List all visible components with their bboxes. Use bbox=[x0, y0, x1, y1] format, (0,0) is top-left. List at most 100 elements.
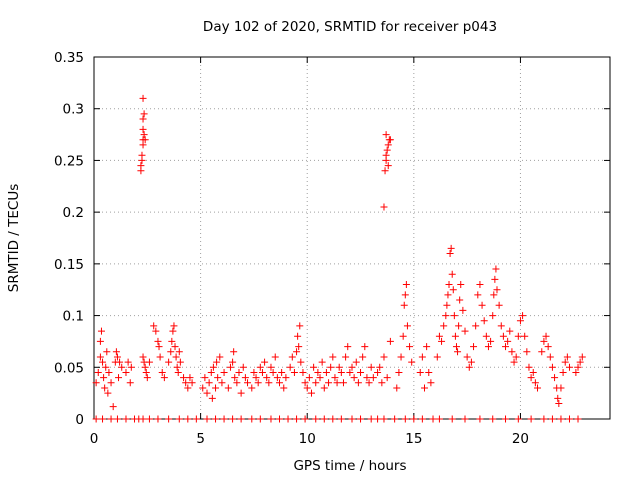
data-point bbox=[574, 415, 582, 423]
data-point bbox=[158, 368, 166, 376]
data-point bbox=[139, 94, 147, 102]
data-point bbox=[173, 363, 181, 371]
data-point bbox=[514, 415, 522, 423]
y-tick-label: 0.3 bbox=[63, 102, 84, 118]
data-point bbox=[142, 368, 150, 376]
data-point bbox=[126, 379, 134, 387]
data-point bbox=[557, 415, 565, 423]
data-point bbox=[282, 374, 290, 382]
data-point bbox=[180, 374, 188, 382]
data-point bbox=[115, 374, 123, 382]
data-point bbox=[438, 337, 446, 345]
data-point bbox=[175, 415, 183, 423]
data-point bbox=[265, 379, 273, 387]
data-point bbox=[403, 322, 411, 330]
data-point bbox=[465, 363, 473, 371]
data-point bbox=[307, 389, 315, 397]
data-point bbox=[299, 368, 307, 376]
data-point bbox=[333, 379, 341, 387]
data-point bbox=[186, 374, 194, 382]
data-point bbox=[339, 379, 347, 387]
data-point bbox=[96, 353, 104, 361]
data-point bbox=[316, 374, 324, 382]
data-point bbox=[155, 343, 163, 351]
data-point bbox=[109, 403, 117, 411]
data-point bbox=[384, 141, 392, 149]
data-point bbox=[256, 363, 264, 371]
data-point bbox=[378, 379, 386, 387]
data-point bbox=[233, 379, 241, 387]
data-point bbox=[263, 374, 271, 382]
data-point bbox=[327, 363, 335, 371]
data-point bbox=[99, 415, 107, 423]
data-point bbox=[525, 363, 533, 371]
x-axis-label: GPS time / hours bbox=[293, 458, 406, 474]
data-point bbox=[99, 358, 107, 366]
data-point bbox=[97, 327, 105, 335]
data-point bbox=[216, 353, 224, 361]
data-point bbox=[418, 353, 426, 361]
data-point bbox=[116, 358, 124, 366]
data-point bbox=[140, 110, 148, 118]
data-point bbox=[208, 394, 216, 402]
data-point bbox=[348, 415, 356, 423]
data-point bbox=[393, 384, 401, 392]
data-point bbox=[386, 136, 394, 144]
data-point bbox=[354, 379, 362, 387]
data-point bbox=[237, 389, 245, 397]
data-point bbox=[169, 327, 177, 335]
data-point bbox=[305, 374, 313, 382]
data-point bbox=[139, 353, 147, 361]
y-tick-label: 0.25 bbox=[54, 153, 84, 169]
data-point bbox=[352, 358, 360, 366]
data-point bbox=[489, 415, 497, 423]
data-point bbox=[250, 368, 258, 376]
data-point bbox=[201, 374, 209, 382]
data-point bbox=[400, 301, 408, 309]
data-point bbox=[510, 358, 518, 366]
y-tick-label: 0.05 bbox=[54, 360, 84, 376]
data-point bbox=[226, 363, 234, 371]
data-point bbox=[212, 415, 220, 423]
data-point bbox=[433, 353, 441, 361]
data-point bbox=[322, 368, 330, 376]
data-point bbox=[122, 415, 130, 423]
data-point bbox=[423, 343, 431, 351]
data-point bbox=[235, 368, 243, 376]
data-point bbox=[480, 317, 488, 325]
data-point bbox=[463, 353, 471, 361]
data-point bbox=[361, 343, 369, 351]
data-point bbox=[269, 368, 277, 376]
data-point bbox=[293, 415, 301, 423]
data-point bbox=[578, 353, 586, 361]
data-point bbox=[492, 265, 500, 273]
data-point bbox=[276, 379, 284, 387]
data-point bbox=[229, 358, 237, 366]
data-point bbox=[380, 415, 388, 423]
data-point bbox=[335, 363, 343, 371]
data-point bbox=[350, 374, 358, 382]
data-point bbox=[367, 415, 375, 423]
data-point bbox=[290, 368, 298, 376]
data-point bbox=[258, 368, 266, 376]
data-point bbox=[395, 368, 403, 376]
data-point bbox=[544, 343, 552, 351]
data-point bbox=[293, 348, 301, 356]
data-point bbox=[519, 312, 527, 320]
data-point bbox=[107, 415, 115, 423]
data-point bbox=[443, 301, 451, 309]
data-point bbox=[478, 301, 486, 309]
data-point bbox=[224, 384, 232, 392]
data-point bbox=[152, 327, 160, 335]
data-point bbox=[359, 353, 367, 361]
data-point bbox=[244, 379, 252, 387]
data-point bbox=[296, 322, 304, 330]
data-point bbox=[256, 415, 264, 423]
data-point bbox=[267, 415, 275, 423]
data-point bbox=[261, 358, 269, 366]
data-point bbox=[576, 358, 584, 366]
data-point bbox=[92, 379, 100, 387]
data-point bbox=[145, 415, 153, 423]
x-tick-label: 10 bbox=[299, 431, 316, 447]
